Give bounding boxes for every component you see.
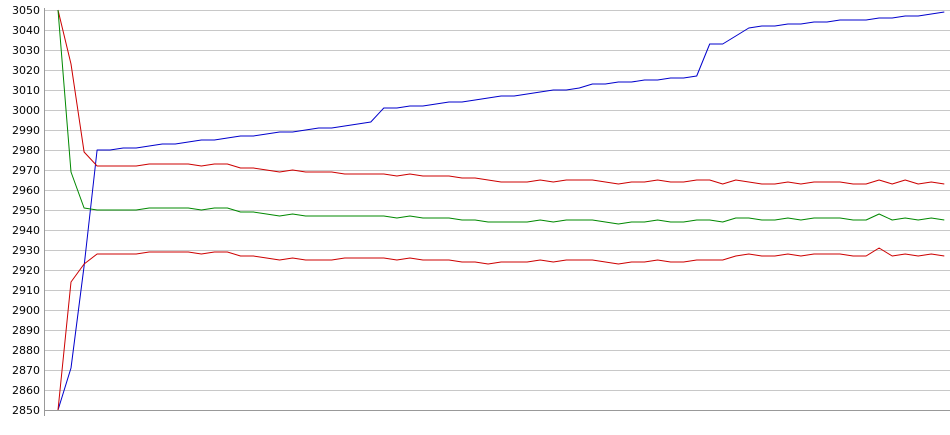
y-tick-label: 3000	[12, 104, 40, 117]
y-tick-label: 2900	[12, 304, 40, 317]
y-tick-label: 3050	[12, 4, 40, 17]
y-tick-label: 2940	[12, 224, 40, 237]
y-tick-label: 2920	[12, 264, 40, 277]
y-tick-label: 2960	[12, 184, 40, 197]
y-axis-tick-labels: 2850 2860 2870 2880 2890 2900 2910 2920 2930 2940…	[12, 4, 40, 417]
y-tick-label: 2850	[12, 404, 40, 417]
series-line-3	[57, 9, 945, 225]
y-tick-label: 2880	[12, 344, 40, 357]
y-tick-label: 2980	[12, 144, 40, 157]
y-tick-label: 3010	[12, 84, 40, 97]
y-tick-label: 3030	[12, 44, 40, 57]
series-line-2	[57, 9, 945, 185]
y-tick-label: 2860	[12, 384, 40, 397]
y-tick-label: 2970	[12, 164, 40, 177]
y-tick-label: 3020	[12, 64, 40, 77]
y-tick-label: 2890	[12, 324, 40, 337]
y-tick-label: 3040	[12, 24, 40, 37]
series-lines	[57, 9, 945, 411]
gridlines	[44, 10, 950, 411]
y-tick-label: 2910	[12, 284, 40, 297]
y-tick-label: 2950	[12, 204, 40, 217]
y-tick-label: 2930	[12, 244, 40, 257]
y-tick-label: 2990	[12, 124, 40, 137]
series-line-4	[57, 247, 945, 411]
y-tick-label: 2870	[12, 364, 40, 377]
series-line-1	[57, 11, 945, 411]
